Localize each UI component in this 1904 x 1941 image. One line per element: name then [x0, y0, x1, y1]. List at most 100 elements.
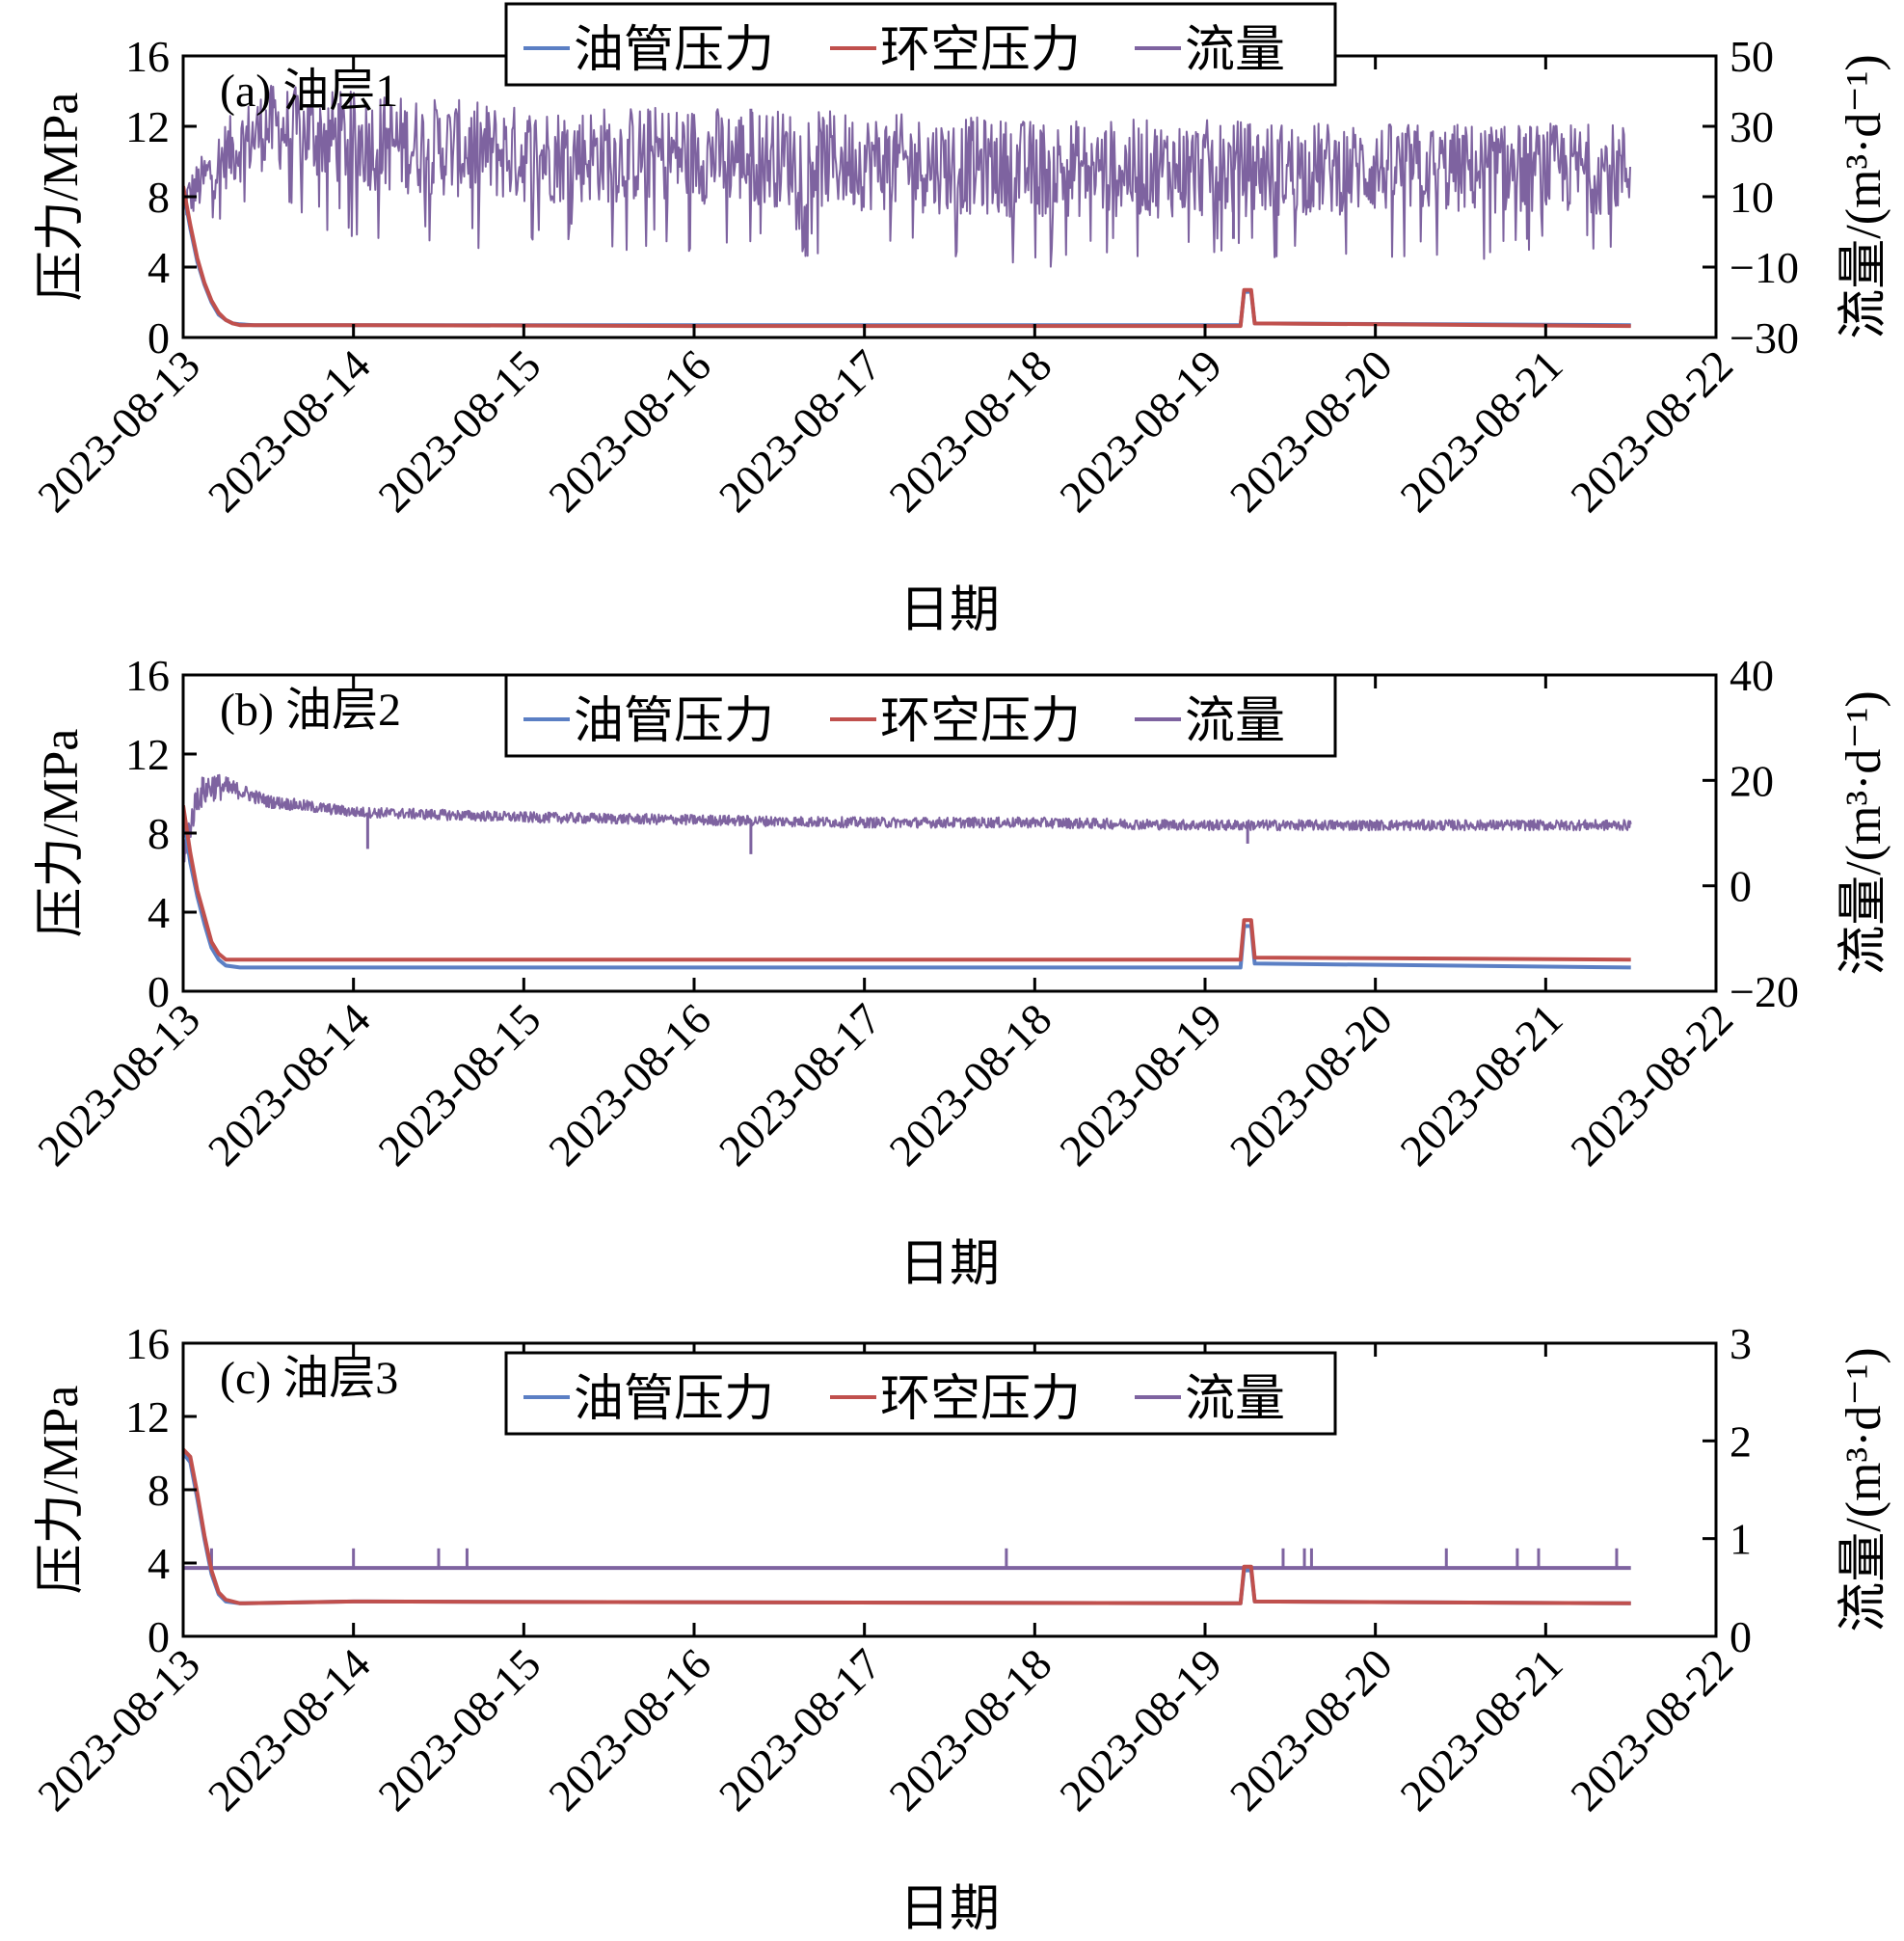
legend-label: 流量 [1185, 1372, 1285, 1427]
legend-label: 油管压力 [574, 23, 774, 78]
legend-label: 流量 [1185, 694, 1285, 749]
series-line-3 [183, 84, 1631, 268]
x-tick-label: 2023-08-16 [539, 994, 720, 1175]
x-tick-label: 2023-08-16 [539, 340, 720, 522]
x-axis-title: 日期 [899, 1882, 1000, 1937]
y-left-tick-label: 8 [147, 173, 170, 222]
plot-area [183, 1447, 1631, 1605]
y-left-tick-label: 4 [147, 243, 170, 292]
x-tick-label: 2023-08-15 [369, 340, 550, 522]
legend-box [504, 2, 1337, 87]
y-left-tick-label: 12 [125, 730, 170, 779]
legend: 油管压力 环空压力 流量 [504, 2, 1337, 87]
legend-box [504, 1351, 1337, 1436]
y-left-tick-label: 8 [147, 809, 170, 858]
y-right-tick-label: 3 [1730, 1319, 1752, 1368]
x-tick-label: 2023-08-14 [199, 340, 380, 522]
x-tick-label: 2023-08-21 [1391, 994, 1572, 1175]
y-right-tick-label: 2 [1730, 1416, 1752, 1466]
series-line-1 [183, 1451, 1631, 1605]
x-tick-label: 2023-08-15 [369, 1639, 550, 1820]
chart-panel-1: 2023-08-132023-08-142023-08-152023-08-16… [28, 2, 1891, 638]
panel-label: (b) 油层2 [220, 685, 401, 736]
y-right-tick-label: 1 [1730, 1515, 1752, 1564]
x-tick-label: 2023-08-19 [1050, 1639, 1231, 1820]
y-right-tick-label: 10 [1730, 173, 1774, 222]
x-tick-label: 2023-08-13 [28, 1639, 209, 1820]
plot-area [183, 773, 1632, 970]
x-tick-label: 2023-08-22 [1561, 1639, 1742, 1820]
y-right-axis-title: 流量/(m³·d⁻¹) [1837, 690, 1891, 975]
legend-label: 环空压力 [880, 1372, 1081, 1427]
plot-area [183, 84, 1631, 329]
y-left-tick-label: 12 [125, 1392, 170, 1442]
x-tick-label: 2023-08-14 [199, 994, 380, 1175]
y-right-tick-label: 30 [1730, 102, 1774, 151]
x-tick-label: 2023-08-21 [1391, 1639, 1572, 1820]
y-right-axis-title: 流量/(m³·d⁻¹) [1837, 1347, 1891, 1631]
series-line-2 [183, 805, 1631, 962]
y-left-tick-label: 4 [147, 888, 170, 937]
y-left-tick-label: 0 [147, 967, 170, 1016]
x-tick-label: 2023-08-15 [369, 994, 550, 1175]
x-tick-label: 2023-08-16 [539, 1639, 720, 1820]
panel-label: (c) 油层3 [220, 1353, 398, 1404]
y-left-tick-label: 0 [147, 313, 170, 363]
series-line-2 [183, 1447, 1631, 1605]
legend-label: 流量 [1185, 23, 1285, 78]
y-left-axis-title: 压力/MPa [34, 1386, 89, 1595]
y-left-tick-label: 8 [147, 1466, 170, 1515]
y-right-tick-label: 50 [1730, 32, 1774, 81]
y-right-tick-label: −30 [1730, 313, 1799, 363]
y-left-tick-label: 4 [147, 1539, 170, 1588]
legend-label: 油管压力 [574, 1372, 774, 1427]
y-right-axis-title: 流量/(m³·d⁻¹) [1837, 54, 1891, 338]
y-left-axis-title: 压力/MPa [34, 93, 89, 302]
chart-panel-2: 2023-08-132023-08-142023-08-152023-08-16… [28, 651, 1891, 1292]
x-tick-label: 2023-08-17 [710, 340, 891, 522]
x-tick-label: 2023-08-13 [28, 340, 209, 522]
x-tick-label: 2023-08-22 [1561, 340, 1742, 522]
x-tick-label: 2023-08-18 [880, 340, 1061, 522]
x-tick-label: 2023-08-14 [199, 1639, 380, 1820]
x-tick-label: 2023-08-19 [1050, 340, 1231, 522]
x-tick-label: 2023-08-20 [1220, 994, 1402, 1175]
x-tick-label: 2023-08-21 [1391, 340, 1572, 522]
x-axis-title: 日期 [899, 583, 1000, 638]
y-right-tick-label: 40 [1730, 651, 1774, 700]
x-tick-label: 2023-08-18 [880, 994, 1061, 1175]
x-tick-label: 2023-08-19 [1050, 994, 1231, 1175]
y-left-tick-label: 0 [147, 1612, 170, 1661]
y-left-axis-title: 压力/MPa [34, 729, 89, 938]
y-right-tick-label: −20 [1730, 967, 1799, 1016]
y-right-tick-label: 20 [1730, 756, 1774, 805]
x-tick-label: 2023-08-20 [1220, 340, 1402, 522]
legend-label: 油管压力 [574, 694, 774, 749]
x-axis-title: 日期 [899, 1237, 1000, 1292]
x-tick-label: 2023-08-22 [1561, 994, 1742, 1175]
y-right-tick-label: −10 [1730, 243, 1799, 292]
x-tick-label: 2023-08-17 [710, 994, 891, 1175]
y-left-tick-label: 12 [125, 102, 170, 151]
y-left-tick-label: 16 [125, 651, 170, 700]
y-left-tick-label: 16 [125, 32, 170, 81]
x-tick-label: 2023-08-18 [880, 1639, 1061, 1820]
x-tick-label: 2023-08-17 [710, 1639, 891, 1820]
panel-label: (a) 油层1 [220, 66, 398, 117]
legend-box [504, 673, 1337, 758]
chart-panel-3: 2023-08-132023-08-142023-08-152023-08-16… [28, 1319, 1891, 1937]
legend-label: 环空压力 [880, 23, 1081, 78]
series-line-3 [183, 773, 1632, 863]
series-line-2 [183, 185, 1631, 329]
legend: 油管压力 环空压力 流量 [504, 1351, 1337, 1436]
y-left-tick-label: 16 [125, 1319, 170, 1368]
series-line-1 [183, 813, 1631, 970]
y-right-tick-label: 0 [1730, 1612, 1752, 1661]
legend: 油管压力 环空压力 流量 [504, 673, 1337, 758]
y-right-tick-label: 0 [1730, 862, 1752, 911]
legend-label: 环空压力 [880, 694, 1081, 749]
x-tick-label: 2023-08-20 [1220, 1639, 1402, 1820]
x-tick-label: 2023-08-13 [28, 994, 209, 1175]
series-line-1 [183, 189, 1631, 328]
